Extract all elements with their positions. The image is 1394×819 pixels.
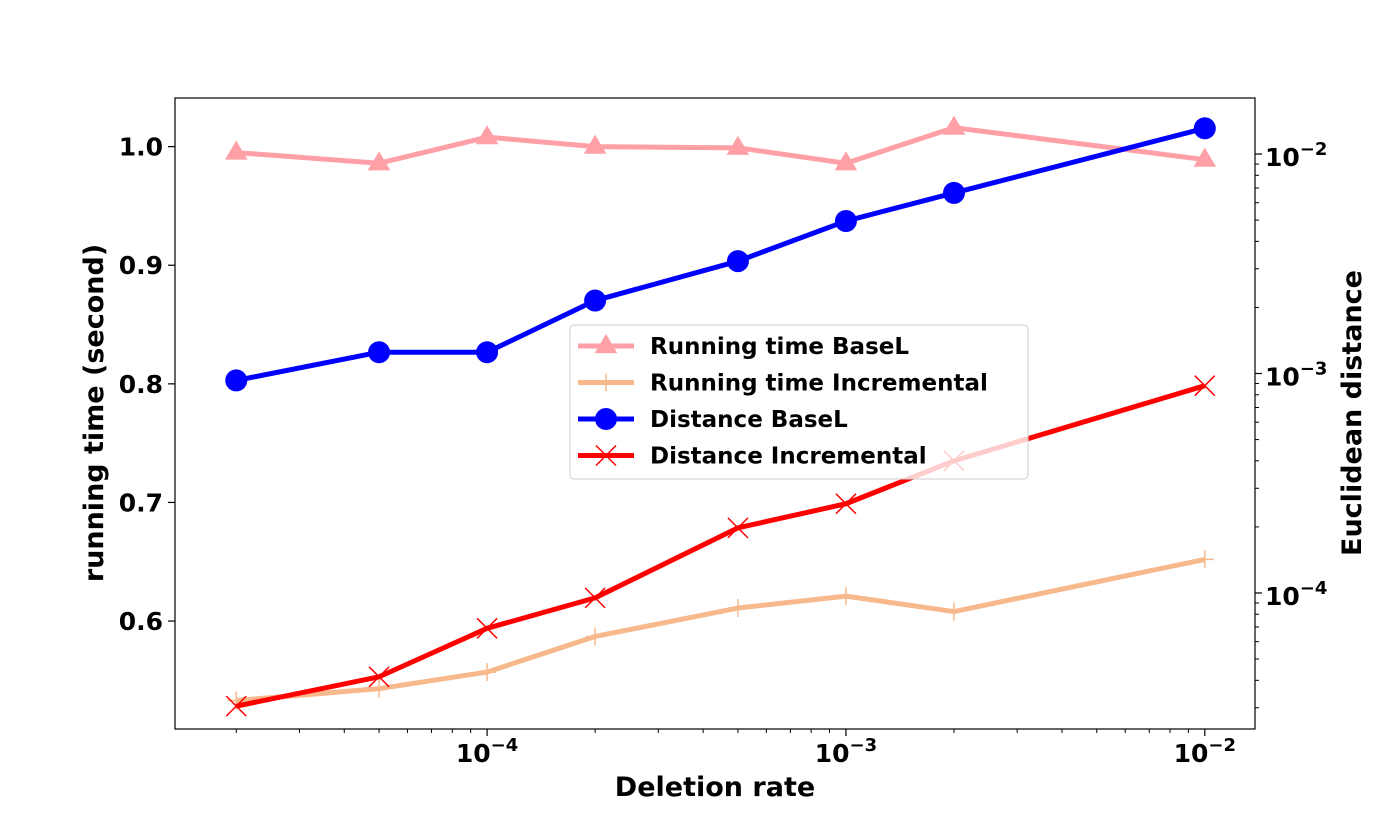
y-axis-left: 0.6 0.7 0.8 0.9 1.0 [119,133,175,636]
y-axis-right: 10−4 10−3 10−2 [1255,139,1327,709]
data-point [726,135,750,155]
data-point [225,369,248,392]
legend-marker [595,408,617,430]
y2-axis-title: Euclidean distance [1337,270,1368,556]
legend-marker [594,334,618,354]
legend-label: Running time BaseL [650,334,909,360]
plot-frame [174,97,1256,730]
data-point [478,663,497,682]
series-distance-basel [225,117,1216,392]
data-point [584,289,607,312]
x-tick-label: 10−4 [456,735,518,768]
y-tick-label: 0.8 [119,370,163,399]
data-point [726,250,749,273]
legend-label: Running time Incremental [650,371,988,397]
data-point [1193,147,1217,167]
y-tick-label: 0.6 [119,607,163,636]
y-axis-title: running time (second) [79,244,110,582]
data-point [368,341,391,364]
data-point [586,627,605,646]
legend-marker [597,373,615,392]
y2-tick-label: 10−3 [1265,358,1327,391]
x-tick-label: 10−3 [815,735,877,768]
series-running-time-basel [224,115,1217,171]
y-tick-label: 0.7 [119,488,163,517]
data-point [836,587,855,606]
data-point [1193,117,1216,140]
series-line [235,125,1206,383]
data-point [834,151,858,171]
data-point [368,666,390,688]
legend-box [569,324,1029,480]
data-point [476,341,499,364]
x-axis: 10−4 10−3 10−2 [235,729,1236,768]
series-line [236,125,1206,166]
legend-marker [595,444,617,467]
legend-item: Distance BaseL [578,407,848,433]
y-tick-label: 0.9 [119,251,163,280]
data-point [728,599,747,618]
legend-item: Running time Incremental [578,371,988,397]
series-line [236,556,1206,704]
legend-item: Running time BaseL [578,334,909,360]
data-point [1194,375,1216,397]
legend-item: Distance Incremental [578,444,927,470]
legend-label: Distance BaseL [650,407,848,433]
data-point [944,602,963,621]
data-point [224,140,248,160]
y2-tick-label: 10−2 [1265,139,1327,172]
data-point [834,210,857,233]
data-point [835,493,857,515]
data-point [367,151,391,171]
x-tick-label: 10−2 [1174,735,1236,768]
data-point [727,517,749,539]
data-point [370,679,389,698]
data-point [476,617,498,639]
data-point [584,587,606,609]
data-point [1195,550,1214,569]
data-point [583,134,607,154]
legend: Running time BaseL Running time Increment… [569,324,1029,480]
legend-label: Distance Incremental [650,444,927,470]
data-point [225,695,247,717]
data-point [475,125,499,145]
y-tick-label: 1.0 [119,133,163,162]
data-point [942,181,965,204]
series-running-time-incremental [227,550,1214,710]
x-axis-title: Deletion rate [615,772,815,803]
y2-tick-label: 10−4 [1265,578,1327,611]
data-point [942,115,966,135]
